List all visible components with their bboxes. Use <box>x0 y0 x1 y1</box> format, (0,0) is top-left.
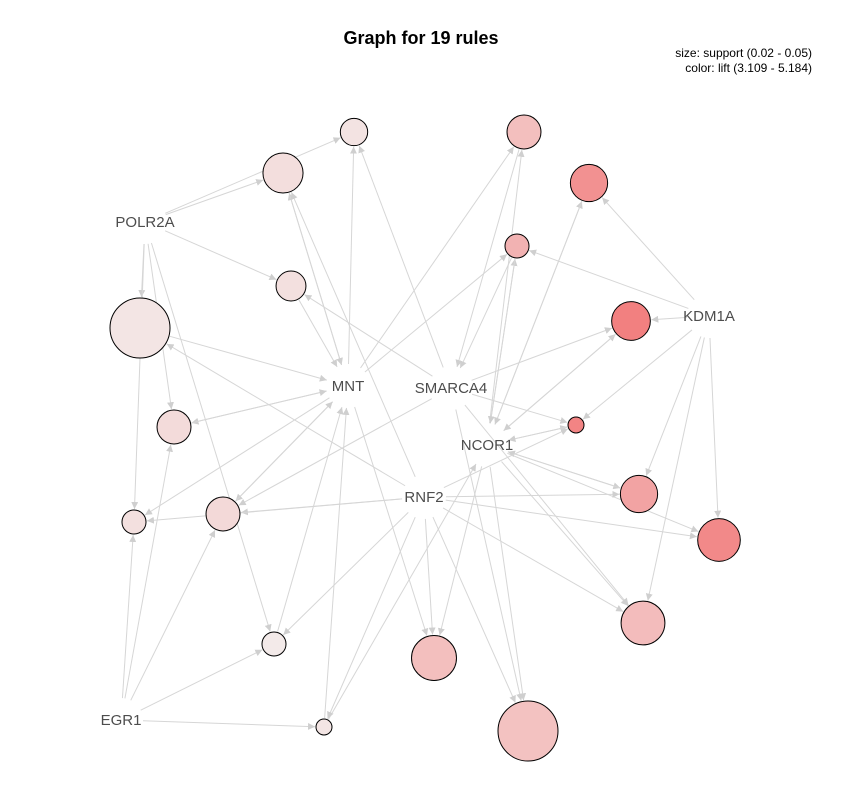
item-label-rnf2: RNF2 <box>404 489 443 506</box>
rule-node-r7 <box>121 509 147 535</box>
edge-MNT-to-r18 <box>354 406 429 636</box>
edge-r12-to-NCOR1 <box>487 258 516 424</box>
edge-EGR1-to-r7 <box>121 534 137 699</box>
edge-RNF2-to-r9 <box>327 516 416 719</box>
edge-SMARCA4-to-r3 <box>304 294 433 377</box>
rule-node-r16 <box>697 518 741 562</box>
edge-r9-to-MNT <box>324 407 350 719</box>
edge-RNF2-to-r4 <box>166 343 406 487</box>
edge-EGR1-to-r9 <box>142 720 316 730</box>
edge-RNF2-to-r2 <box>290 192 416 478</box>
rule-node-r5 <box>156 409 192 445</box>
rule-node-r12 <box>504 233 530 259</box>
edge-POLR2A-to-r3 <box>164 230 277 281</box>
edge-r15-to-NCOR1 <box>507 450 621 489</box>
graph-title: Graph for 19 rules <box>343 28 499 48</box>
item-label-ncor1: NCOR1 <box>461 437 514 454</box>
edge-KDM1A-to-r11 <box>601 197 695 301</box>
edge-SMARCA4-to-r6 <box>238 398 432 506</box>
edge-EGR1-to-r6 <box>130 529 216 701</box>
rule-node-r2 <box>262 152 304 194</box>
item-label-egr1: EGR1 <box>101 712 142 729</box>
edge-NCOR1-to-r10 <box>489 149 525 424</box>
edge-EGR1-to-r8 <box>140 649 263 711</box>
item-label-smarca4: SMARCA4 <box>415 380 488 397</box>
rule-node-r13 <box>611 301 651 341</box>
node-layer <box>109 114 741 762</box>
edge-r3-to-MNT <box>298 299 338 368</box>
edge-RNF2-to-r18 <box>424 518 436 635</box>
edge-RNF2-to-r7 <box>146 498 403 524</box>
rule-node-r4 <box>109 297 171 359</box>
edge-SMARCA4-to-r19 <box>455 409 524 701</box>
edge-r13-to-NCOR1 <box>503 333 616 432</box>
edge-KDM1A-to-r14 <box>582 329 693 420</box>
edge-r6-to-MNT <box>235 401 333 502</box>
edge-r12-to-SMARCA4 <box>459 257 512 369</box>
edge-KDM1A-to-r17 <box>645 337 705 601</box>
rule-node-r3 <box>275 270 307 302</box>
edge-NCOR1-to-r17 <box>501 461 629 607</box>
rule-node-r18 <box>411 635 457 681</box>
edge-MNT-to-r1 <box>348 146 357 365</box>
edge-r2-to-MNT <box>288 192 343 366</box>
rule-node-r17 <box>620 600 666 646</box>
edge-POLR2A-to-r1 <box>165 137 341 214</box>
rule-node-r11 <box>569 163 609 203</box>
item-label-kdm1a: KDM1A <box>683 308 735 325</box>
edge-KDM1A-to-r15 <box>645 336 702 476</box>
edge-SMARCA4-to-r1 <box>358 145 444 368</box>
edge-MNT-to-r7 <box>144 397 330 516</box>
rule-node-r10 <box>506 114 542 150</box>
edge-POLR2A-to-r2 <box>165 179 264 216</box>
item-label-polr2a: POLR2A <box>115 214 174 231</box>
edge-r9-to-NCOR1 <box>328 463 477 720</box>
edge-NCOR1-to-r19 <box>489 466 527 701</box>
edge-SMARCA4-to-r17 <box>464 404 629 606</box>
rule-node-r14 <box>567 416 585 434</box>
edge-r11-to-NCOR1 <box>494 201 583 425</box>
edge-EGR1-to-r5 <box>124 444 173 699</box>
edge-RNF2-to-r19 <box>432 516 516 703</box>
rule-node-r9 <box>315 718 333 736</box>
edge-MNT-to-r10 <box>360 146 515 369</box>
edge-SMARCA4-to-r14 <box>471 393 568 424</box>
label-layer: POLR2A MNT SMARCA4 NCOR1 RNF2 KDM1A EGR1 <box>101 214 735 729</box>
rule-node-r8 <box>261 631 287 657</box>
edge-layer <box>121 137 722 730</box>
edge-RNF2-to-r8 <box>282 512 409 636</box>
rule-node-r15 <box>619 474 659 514</box>
edge-POLR2A-to-r8 <box>150 242 272 632</box>
legend-color: color: lift (3.109 - 5.184) <box>685 61 812 75</box>
edge-r8-to-MNT <box>277 407 344 632</box>
edge-r14-to-NCOR1 <box>508 426 568 443</box>
legend-size: size: support (0.02 - 0.05) <box>675 46 812 60</box>
edge-KDM1A-to-r12 <box>529 249 689 309</box>
item-label-mnt: MNT <box>332 378 365 395</box>
rule-node-r1 <box>339 117 369 147</box>
edge-POLR2A-to-r7 <box>131 243 145 510</box>
edge-KDM1A-to-r16 <box>709 337 722 518</box>
edge-r4-to-MNT <box>169 335 327 382</box>
edge-NCOR1-to-r16 <box>507 452 699 533</box>
edge-r5-to-MNT <box>191 389 327 424</box>
edge-RNF2-to-r16 <box>445 499 697 540</box>
rule-node-r6 <box>205 496 241 532</box>
edge-RNF2-to-r17 <box>442 507 624 613</box>
edge-RNF2-to-r14 <box>443 428 569 489</box>
edge-SMARCA4-to-r13 <box>471 327 613 381</box>
edge-RNF2-to-r15 <box>445 490 620 498</box>
rule-node-r19 <box>497 700 559 762</box>
edge-NCOR1-to-r18 <box>437 466 483 636</box>
edge-KDM1A-to-r13 <box>651 315 688 323</box>
edge-r10-to-SMARCA4 <box>455 149 520 367</box>
